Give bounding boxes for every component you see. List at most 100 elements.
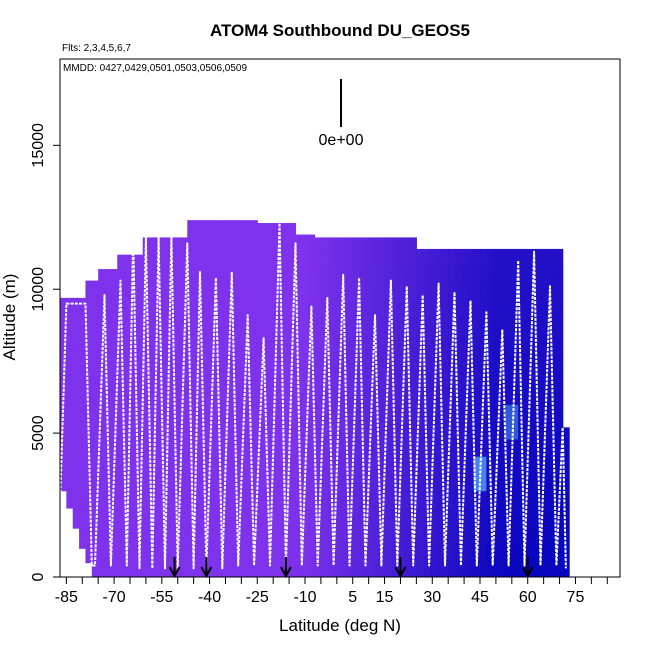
field-cell [473,387,481,405]
field-cell [454,421,462,440]
field-cell [397,266,405,285]
field-cell [359,473,367,492]
field-cell [238,248,246,267]
field-cell [448,421,456,440]
field-cell [556,318,564,336]
field-cell [429,542,437,561]
field-cell [371,507,379,526]
field-cell [180,404,188,423]
field-cell [117,352,125,371]
field-cell [410,456,417,474]
field-cell [314,490,322,509]
field-cell [473,266,481,285]
field-cell [270,300,277,319]
field-cell [212,335,220,354]
field-cell [85,303,93,322]
field-cell [505,369,513,388]
field-cell [117,542,125,561]
field-cell [441,283,449,302]
field-cell [537,438,545,457]
field-cell [193,352,201,371]
field-cell [340,248,347,267]
field-cell [123,300,131,319]
field-cell [301,490,309,509]
field-cell [130,369,137,388]
field-cell [142,507,150,526]
flight-track [60,222,567,570]
field-cell [327,490,335,509]
field-cell [66,404,74,423]
field-cell [263,352,271,371]
field-cell [174,473,182,492]
field-cell [467,421,475,440]
field-cell [212,525,220,544]
field-cell [200,369,207,388]
field-cell [219,369,227,388]
field-cell [130,300,137,319]
field-cell [282,248,290,267]
field-cell [550,490,557,509]
field-cell [403,237,411,250]
field-cell [550,473,557,492]
field-cell [511,335,519,354]
field-cell [85,338,93,357]
field-cell [340,559,347,577]
field-cell [518,507,526,526]
field-cell [282,525,290,544]
field-cell [270,231,277,250]
chart-title: ATOM4 Southbound DU_GEOS5 [210,21,470,40]
field-cell [365,559,373,577]
field-cell [238,318,246,336]
field-cell [410,248,417,267]
field-cell [289,223,297,233]
field-cell [136,438,144,457]
field-cell [441,438,449,457]
field-cell [416,318,424,336]
field-cell [448,490,456,509]
field-cell [340,404,347,423]
field-cell [518,318,526,336]
field-cell [505,473,513,492]
field-cell [295,352,303,371]
field-cell [244,248,252,267]
field-cell [480,318,487,336]
arrow-marker-head [521,566,534,579]
field-cell [505,248,513,267]
field-cell [340,456,347,474]
field-cell [352,318,360,336]
field-cell [98,507,106,526]
field-cell [518,266,526,285]
field-cell [91,490,99,509]
field-cell [352,559,360,577]
field-cell [270,525,277,544]
field-cell [416,542,424,561]
field-cell [460,318,468,336]
field-cell [206,404,214,423]
field-cell [244,542,252,561]
field-cell [524,266,532,285]
field-cell [556,525,564,544]
field-cell [410,507,417,526]
field-cell [492,318,500,336]
x-tick-label: 5 [348,589,357,606]
field-cell [429,266,437,285]
field-cell [136,456,144,474]
field-cell [454,300,462,319]
field-cell [289,266,297,285]
x-axis: -85 -70 -55 -40 -25 -10 5 15 30 45 60 75 [55,577,608,606]
field-cell [149,490,157,509]
field-cell [441,473,449,492]
field-cell [403,421,411,440]
field-cell [161,266,169,285]
field-cell [378,387,386,405]
field-cell [410,473,417,492]
field-cell [359,237,367,250]
field-cell [263,490,271,509]
field-cell [371,542,379,561]
field-cell [66,438,74,457]
field-cell [155,438,163,457]
field-cell [346,248,354,267]
field-cell [403,438,411,457]
field-cell [327,266,335,285]
field-cell [422,266,430,285]
